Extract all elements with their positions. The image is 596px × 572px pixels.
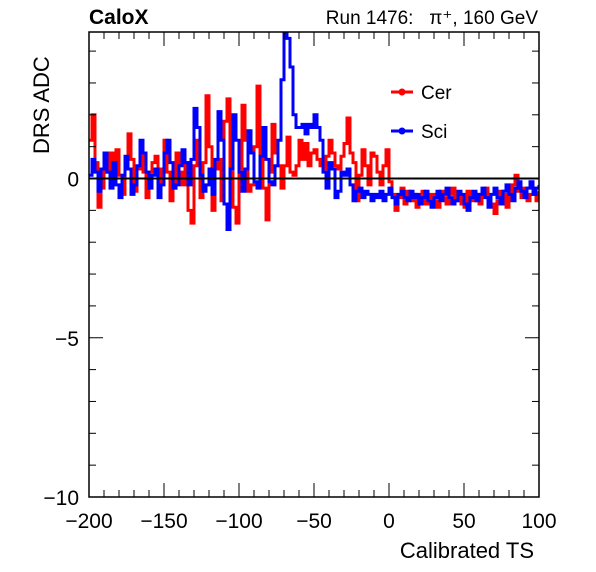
x-tick-label: 50 — [452, 510, 475, 533]
x-tick-label: −150 — [140, 510, 187, 533]
legend-marker-sci — [398, 127, 406, 135]
series-line-sci — [89, 32, 539, 231]
x-tick-label: −50 — [296, 510, 332, 533]
x-axis-title: Calibrated TS — [399, 538, 534, 563]
legend-label-cer: Cer — [421, 83, 452, 104]
experiment-label: CaloX — [89, 6, 149, 29]
x-tick-label: −100 — [215, 510, 262, 533]
legend-marker-cer — [398, 88, 406, 96]
y-tick-label: 0 — [67, 169, 79, 192]
x-tick-label: 100 — [521, 510, 556, 533]
y-tick-label: −5 — [55, 328, 79, 351]
y-tick-label: −10 — [43, 487, 79, 510]
plot-frame — [88, 31, 540, 498]
series-line-cer — [89, 84, 539, 225]
axis-ticks: −200 −150 −100 −50 0 50 100−10−50 — [43, 32, 557, 533]
x-tick-label: 0 — [383, 510, 395, 533]
run-label: Run 1476: π⁺, 160 GeV — [325, 8, 538, 29]
legend: Cer Sci — [391, 83, 452, 143]
x-tick-label: −200 — [65, 510, 112, 533]
legend-label-sci: Sci — [421, 122, 447, 143]
plot-series — [89, 32, 539, 231]
